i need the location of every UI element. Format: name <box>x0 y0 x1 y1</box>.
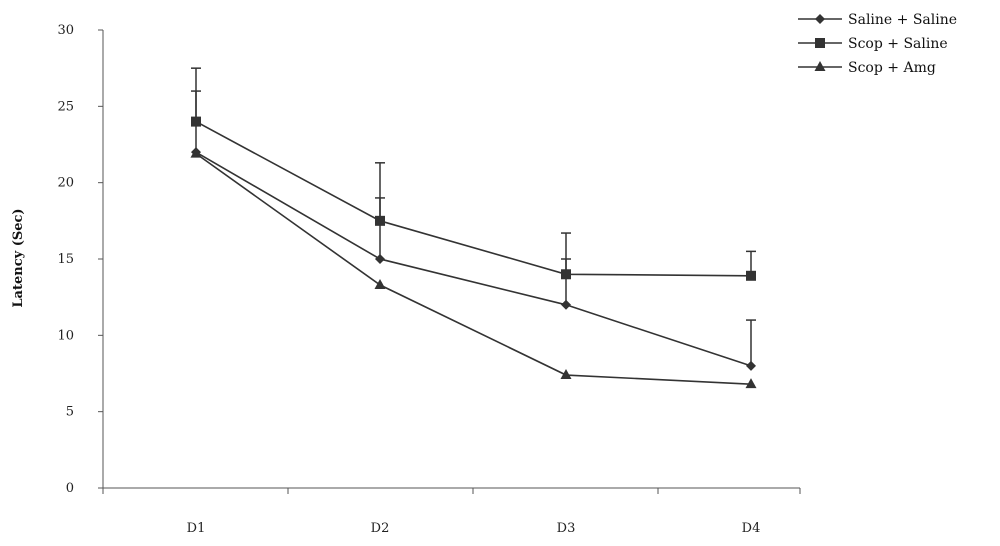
series-markers <box>190 116 757 389</box>
x-tick-label: D2 <box>371 521 390 536</box>
y-axis-title: Latency (Sec) <box>11 208 26 307</box>
data-point-square <box>375 215 385 226</box>
y-tick-label: 0 <box>66 481 74 496</box>
y-tick-label: 10 <box>57 328 74 343</box>
series-line <box>195 153 752 385</box>
series-line <box>195 120 752 277</box>
y-tick-label: 15 <box>57 252 74 267</box>
legend: Saline + Saline Scop + Saline Scop + Amg <box>798 12 957 76</box>
y-axis: 0 5 10 15 20 25 30 <box>57 23 104 496</box>
y-tick-label: 5 <box>66 405 74 420</box>
x-axis: D1 D2 D3 D4 <box>102 487 801 536</box>
legend-label: Scop + Saline <box>848 36 948 52</box>
y-tick-label: 30 <box>57 23 74 38</box>
data-point-diamond <box>561 299 571 310</box>
legend-label: Scop + Amg <box>848 60 936 76</box>
y-tick-label: 25 <box>57 99 74 114</box>
series-lines <box>195 120 752 385</box>
x-tick-label: D4 <box>742 521 761 536</box>
series-line <box>195 151 752 367</box>
data-point-diamond <box>746 360 756 371</box>
data-point-triangle <box>190 147 202 158</box>
x-tick-label: D3 <box>557 521 576 536</box>
legend-label: Saline + Saline <box>848 12 957 28</box>
data-point-square <box>191 116 201 127</box>
y-tick-label: 20 <box>57 176 74 191</box>
error-bars <box>191 67 756 366</box>
data-point-triangle <box>560 369 572 380</box>
data-point-triangle <box>745 378 757 389</box>
data-point-square <box>815 38 825 48</box>
data-point-diamond <box>375 254 385 264</box>
data-point-square <box>561 269 571 280</box>
data-point-diamond <box>815 14 825 24</box>
x-tick-label: D1 <box>187 521 206 536</box>
data-point-triangle <box>814 61 826 71</box>
data-point-square <box>746 270 756 281</box>
data-point-triangle <box>374 278 386 289</box>
